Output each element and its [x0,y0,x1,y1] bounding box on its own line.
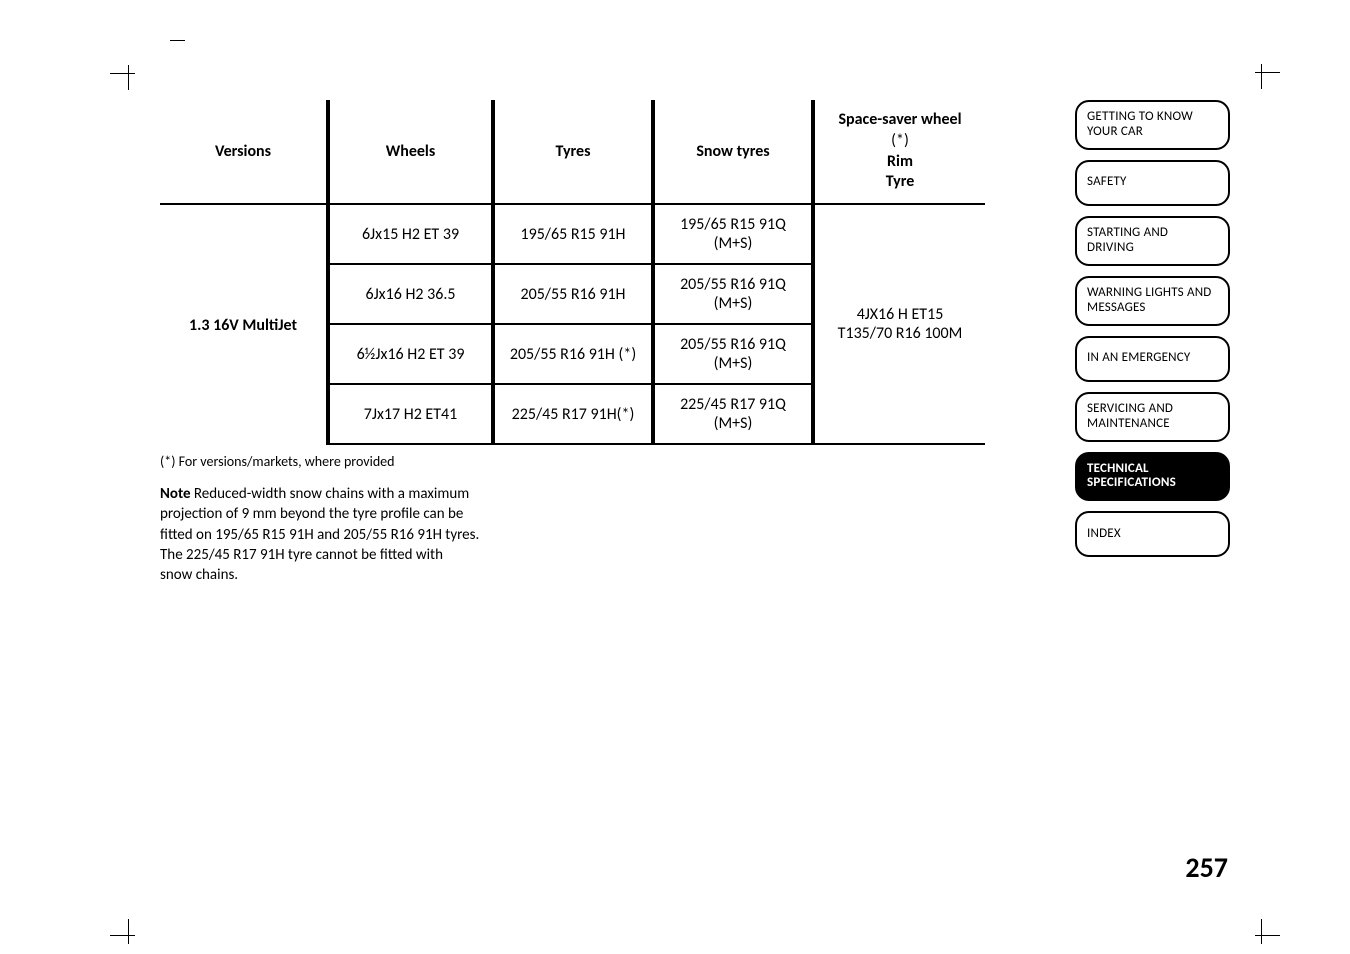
snow-line2: (M+S) [714,294,753,313]
note-l4: The 225/45 R17 91H tyre cannot be fitted… [160,546,443,564]
snow-line1: 205/55 R16 91Q [680,275,786,294]
note-l3: fitted on 195/65 R15 91H and 205/55 R16 … [160,526,479,544]
tyre-table: Versions Wheels Tyres Snow tyres Space-s… [160,100,985,445]
sp-title: Space-saver wheel [838,110,961,129]
tab-safety[interactable]: SAFETY [1075,160,1230,206]
top-rule [170,40,185,41]
tab-servicing[interactable]: SERVICING AND MAINTENANCE [1075,392,1230,442]
cell-tyre: 205/55 R16 91H [495,265,655,325]
cell-wheel: 6Jx15 H2 ET 39 [330,205,495,265]
cell-wheel: 6Jx16 H2 36.5 [330,265,495,325]
tab-getting-to-know[interactable]: GETTING TO KNOW YOUR CAR [1075,100,1230,150]
version-label: 1.3 16V MultiJet [160,205,330,445]
cell-snow: 205/55 R16 91Q (M+S) [655,325,815,385]
crop-mark [1250,914,1280,944]
cell-snow: 195/65 R15 91Q (M+S) [655,205,815,265]
tab-starting-driving[interactable]: STARTING AND DRIVING [1075,216,1230,266]
snow-line1: 205/55 R16 91Q [680,335,786,354]
snow-line1: 225/45 R17 91Q [680,395,786,414]
tab-warning-lights[interactable]: WARNING LIGHTS AND MESSAGES [1075,276,1230,326]
tab-index[interactable]: INDEX [1075,511,1230,557]
tab-technical-specs[interactable]: TECHNICAL SPECIFICATIONS [1075,452,1230,502]
snow-line1: 195/65 R15 91Q [680,215,786,234]
sp-tyre: Tyre [886,172,915,191]
cell-tyre: 205/55 R16 91H (*) [495,325,655,385]
tab-in-emergency[interactable]: IN AN EMERGENCY [1075,336,1230,382]
col-spacesaver: Space-saver wheel (*) Rim Tyre [815,100,985,205]
cell-tyre: 195/65 R15 91H [495,205,655,265]
cell-wheel: 6½Jx16 H2 ET 39 [330,325,495,385]
snow-line2: (M+S) [714,234,753,253]
ss-tyre: T135/70 R16 100M [838,324,963,343]
sp-rim: Rim [887,152,913,171]
snow-line2: (M+S) [714,354,753,373]
note-bold: Note [160,485,191,503]
note-l2: projection of 9 mm beyond the tyre profi… [160,505,463,523]
sp-star: (*) [891,131,909,150]
col-versions: Versions [160,100,330,205]
note-block: Note Reduced-width snow chains with a ma… [160,484,660,585]
cell-snow: 205/55 R16 91Q (M+S) [655,265,815,325]
cell-tyre: 225/45 R17 91H(*) [495,385,655,445]
snow-line2: (M+S) [714,414,753,433]
crop-mark [1250,64,1280,94]
spacesaver-cell: 4JX16 H ET15 T135/70 R16 100M [815,205,985,445]
cell-snow: 225/45 R17 91Q (M+S) [655,385,815,445]
section-tabs: GETTING TO KNOW YOUR CAR SAFETY STARTING… [1075,100,1230,567]
crop-mark [110,914,140,944]
col-snow: Snow tyres [655,100,815,205]
note-l5: snow chains. [160,566,238,584]
note-l1: Reduced-width snow chains with a maximum [191,485,470,503]
page-content: Versions Wheels Tyres Snow tyres Space-s… [160,100,1220,585]
col-tyres: Tyres [495,100,655,205]
cell-wheel: 7Jx17 H2 ET41 [330,385,495,445]
page-number: 257 [1185,850,1228,885]
crop-mark [110,64,140,94]
ss-rim: 4JX16 H ET15 [857,305,944,324]
footnote: (*) For versions/markets, where provided [160,453,1220,470]
col-wheels: Wheels [330,100,495,205]
